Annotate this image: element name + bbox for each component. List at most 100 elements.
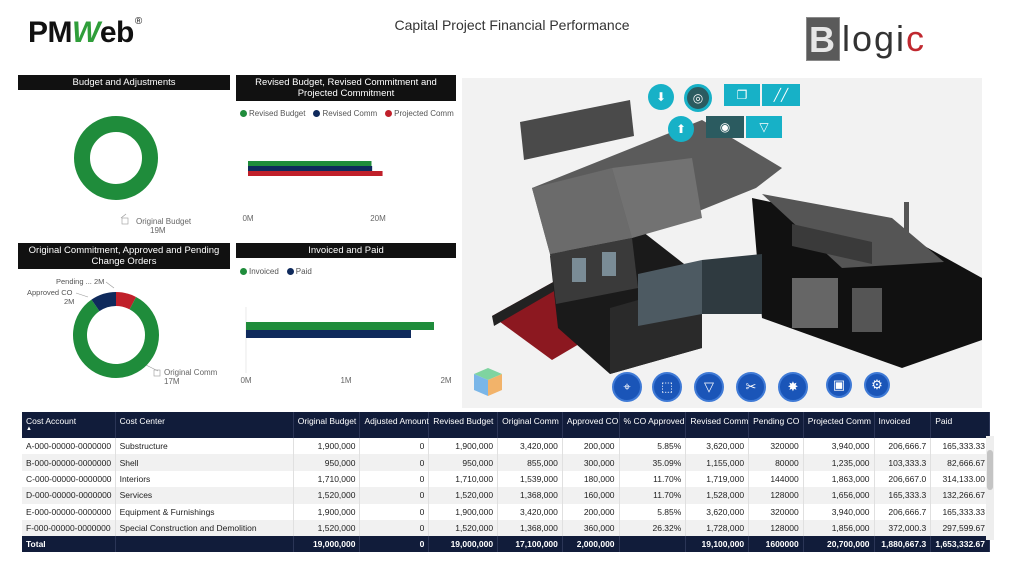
legend-paid[interactable]: Paid [286, 267, 312, 276]
settings-icon[interactable]: ⚙ [864, 372, 890, 398]
select-box-icon[interactable]: ⬚ [652, 372, 682, 402]
donut-slice-pending-co[interactable] [115, 292, 137, 310]
bar-paid[interactable] [246, 330, 411, 338]
bar-revised-budget[interactable] [248, 161, 372, 166]
table-cell: 1,520,000 [293, 487, 361, 504]
table-cell: 165,333.3 [874, 487, 932, 504]
total-cell: 19,000,000 [428, 536, 499, 553]
legend-revised-comm[interactable]: Revised Comm [313, 109, 377, 118]
commitment-donut-chart[interactable]: Pending ... 2M Approved CO 2M Original C… [18, 269, 230, 397]
donut-slice-approved-co[interactable] [91, 292, 117, 312]
table-row[interactable]: D-000-00000-0000000 Services 1,520,000 0 1,5… [22, 487, 990, 504]
revised-chart-panel: Revised Budget, Revised Commitment and P… [236, 75, 456, 235]
column-header[interactable]: Projected Comm [803, 412, 875, 438]
table-cell: 360,000 [562, 519, 620, 537]
table-cell: 82,666.67 [930, 454, 990, 471]
table-cell: 5.85% [619, 438, 687, 455]
x-tick-label: 2M [440, 376, 451, 385]
legend-invoiced[interactable]: Invoiced [240, 267, 279, 276]
camera-icon[interactable]: ▣ [826, 372, 852, 398]
total-cell [115, 536, 294, 553]
panel-title: Budget and Adjustments [18, 75, 230, 90]
column-header[interactable]: Revised Budget [428, 412, 499, 438]
donut-slice-original-comm[interactable] [73, 296, 159, 378]
table-row[interactable]: F-000-00000-0000000 Special Construction … [22, 519, 990, 537]
table-row[interactable]: B-000-00000-0000000 Shell 950,000 0 950,000 8… [22, 454, 990, 471]
label-original-comm: Original Comm [164, 368, 218, 377]
table-cell: 0 [359, 470, 430, 488]
column-header[interactable]: Cost Account ▲ [22, 412, 116, 438]
fit-view-icon[interactable]: ⌖ [612, 372, 642, 402]
navigate-icon[interactable]: ✸ [778, 372, 808, 402]
focus-icon[interactable]: ◉ [706, 116, 744, 138]
label-original-comm-value: 17M [164, 377, 180, 386]
table-cell: Substructure [115, 438, 294, 455]
download-icon[interactable]: ⬇ [648, 84, 674, 110]
table-cell: Shell [115, 454, 294, 471]
hatch-icon[interactable]: ╱╱ [762, 84, 800, 106]
table-cell: 1,863,000 [803, 470, 875, 488]
x-tick-label: 1M [340, 376, 351, 385]
invoiced-bar-chart[interactable]: 0M 1M 2M [236, 277, 456, 392]
table-scrollbar[interactable] [986, 436, 994, 540]
total-cell: 19,000,000 [293, 536, 361, 553]
target-icon[interactable]: ◎ [684, 84, 712, 112]
table-cell: 0 [359, 454, 430, 471]
legend-projected-comm[interactable]: Projected Comm [385, 109, 454, 118]
table-cell: 35.09% [619, 454, 687, 471]
table-cell: Interiors [115, 470, 294, 488]
column-header[interactable]: Adjusted Amount [359, 412, 430, 438]
table-cell: 26.32% [619, 519, 687, 537]
upload-icon[interactable]: ⬆ [668, 116, 694, 142]
table-row[interactable]: C-000-00000-0000000 Interiors 1,710,000 0 1,… [22, 470, 990, 488]
table-cell: 132,266.67 [930, 487, 990, 504]
bar-revised-comm[interactable] [248, 166, 373, 171]
table-cell: Services [115, 487, 294, 504]
legend-revised-budget[interactable]: Revised Budget [240, 109, 305, 118]
bar-projected-comm[interactable] [248, 171, 383, 176]
table-cell: E-000-00000-0000000 [22, 503, 116, 520]
table-row[interactable]: E-000-00000-0000000 Equipment & Furnishin… [22, 503, 990, 520]
table-cell: 128000 [748, 519, 804, 537]
table-cell: 1,710,000 [293, 470, 361, 488]
column-header[interactable]: Invoiced [874, 412, 932, 438]
bar-invoiced[interactable] [246, 322, 434, 330]
column-header[interactable]: Paid [930, 412, 990, 438]
column-header[interactable]: % CO Approved [619, 412, 687, 438]
column-header[interactable]: Revised Comm [685, 412, 750, 438]
table-cell: 160,000 [562, 487, 620, 504]
column-header[interactable]: Original Budget [293, 412, 361, 438]
panel-title: Invoiced and Paid [236, 243, 456, 258]
table-row[interactable]: A-000-00000-0000000 Substructure 1,900,000… [22, 438, 990, 455]
clear-filter-icon[interactable]: ▽ [694, 372, 724, 402]
total-cell: Total [22, 536, 116, 553]
total-cell: 1600000 [748, 536, 804, 553]
budget-donut-chart[interactable]: Original Budget 19M [18, 90, 230, 235]
table-cell: 144000 [748, 470, 804, 488]
column-header[interactable]: Pending CO [748, 412, 804, 438]
label-pending-co: Pending ... 2M [56, 277, 104, 286]
copy-icon[interactable]: ❐ [724, 84, 760, 106]
column-header[interactable]: Original Comm [497, 412, 563, 438]
floating-panel-model [520, 100, 634, 160]
table-cell: 1,900,000 [293, 503, 361, 520]
view-cube-icon[interactable] [470, 364, 506, 400]
table-cell: 3,420,000 [497, 503, 563, 520]
bim-3d-viewer[interactable]: ⬇ ◎ ❐ ╱╱ ⬆ ◉ ▽ ⌖ ⬚ ▽ ✂ ✸ ▣ ⚙ [462, 78, 982, 408]
filter-icon[interactable]: ▽ [746, 116, 782, 138]
table-cell: 165,333.33 [930, 503, 990, 520]
sort-asc-icon[interactable]: ▲ [26, 426, 32, 432]
table-cell: 1,656,000 [803, 487, 875, 504]
column-header[interactable]: Approved CO [562, 412, 620, 438]
column-header[interactable]: Cost Center [115, 412, 294, 438]
scissors-icon[interactable]: ✂ [736, 372, 766, 402]
building-model[interactable] [462, 78, 982, 408]
table-cell: 1,528,000 [685, 487, 750, 504]
revised-bar-chart[interactable]: 0M 20M [236, 121, 456, 231]
x-tick-label: 20M [370, 214, 386, 223]
label-approved-co-value: 2M [64, 297, 74, 306]
total-cell: 1,653,332.67 [930, 536, 990, 553]
table-cell: 0 [359, 487, 430, 504]
chart-legend: Invoiced Paid [240, 267, 456, 276]
